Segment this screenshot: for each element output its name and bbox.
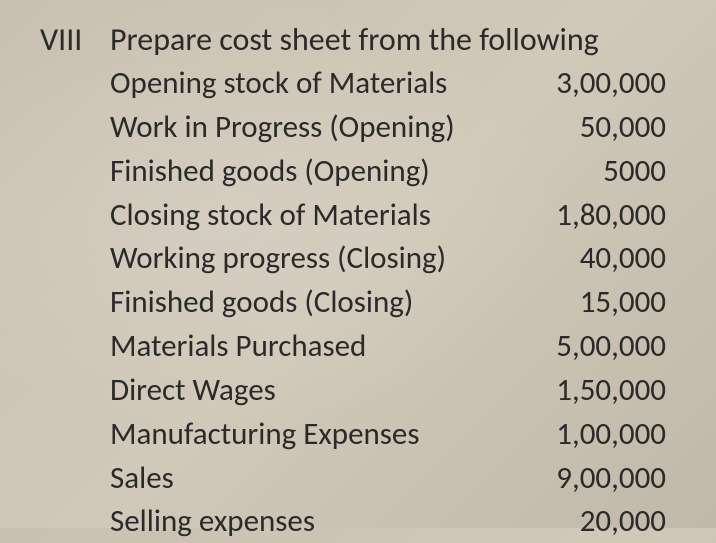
question-numeral: VIII (40, 20, 110, 59)
cost-item-row: Selling expenses 20,000 (40, 501, 676, 543)
question-page: VIII Prepare cost sheet from the followi… (40, 20, 676, 543)
cost-item-value: 50,000 (516, 107, 676, 149)
cost-item-row: Sales 9,00,000 (40, 458, 676, 500)
cost-item-label: Work in Progress (Opening) (110, 107, 516, 149)
cost-item-label: Manufacturing Expenses (110, 414, 516, 456)
cost-item-row: Finished goods (Opening) 5000 (40, 151, 676, 193)
cost-item-value: 5000 (516, 151, 676, 193)
cost-item-label: Materials Purchased (110, 326, 516, 368)
cost-item-value: 9,00,000 (516, 458, 676, 500)
question-heading-row: VIII Prepare cost sheet from the followi… (40, 20, 676, 59)
cost-item-label: Closing stock of Materials (110, 195, 516, 237)
cost-item-row: Opening stock of Materials 3,00,000 (40, 63, 676, 105)
cost-item-row: Closing stock of Materials 1,80,000 (40, 195, 676, 237)
cost-item-value: 40,000 (516, 238, 676, 280)
cost-item-row: Work in Progress (Opening) 50,000 (40, 107, 676, 149)
cost-item-label: Finished goods (Opening) (110, 151, 516, 193)
cost-item-row: Manufacturing Expenses 1,00,000 (40, 414, 676, 456)
cost-item-row: Working progress (Closing) 40,000 (40, 238, 676, 280)
cost-item-label: Selling expenses (110, 501, 516, 543)
cost-item-value: 20,000 (516, 501, 676, 543)
cost-item-value: 1,50,000 (516, 370, 676, 412)
cost-item-value: 3,00,000 (516, 63, 676, 105)
cost-item-value: 15,000 (516, 282, 676, 324)
question-heading-text: Prepare cost sheet from the following (110, 20, 599, 59)
cost-item-row: Materials Purchased 5,00,000 (40, 326, 676, 368)
cost-item-value: 1,00,000 (516, 414, 676, 456)
cost-item-label: Opening stock of Materials (110, 63, 516, 105)
cost-item-row: Direct Wages 1,50,000 (40, 370, 676, 412)
cost-item-value: 1,80,000 (516, 195, 676, 237)
cost-item-label: Direct Wages (110, 370, 516, 412)
cost-item-row: Finished goods (Closing) 15,000 (40, 282, 676, 324)
cost-item-label: Sales (110, 458, 516, 500)
cost-item-label: Finished goods (Closing) (110, 282, 516, 324)
cost-item-label: Working progress (Closing) (110, 238, 516, 280)
cost-item-value: 5,00,000 (516, 326, 676, 368)
